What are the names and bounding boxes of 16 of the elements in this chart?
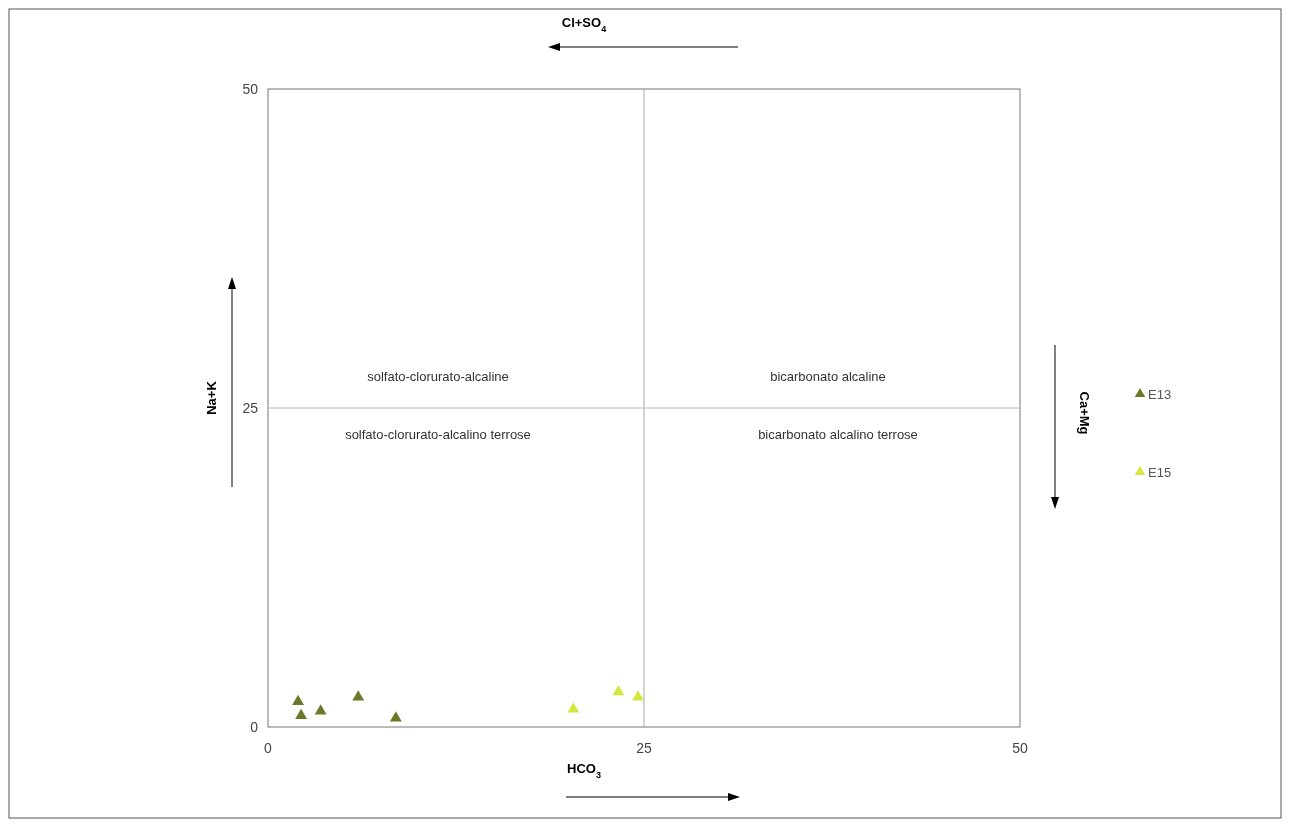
y-tick-label: 25 xyxy=(242,400,259,416)
y-tick-label: 50 xyxy=(242,81,259,97)
x-axis-title: HCO$_{3}$ xyxy=(567,761,601,780)
annotation: bicarbonato alcalino terrose xyxy=(758,427,918,442)
x-tick-label: 50 xyxy=(1012,740,1028,756)
y-axis-title: Na+K xyxy=(204,380,219,415)
annotation: bicarbonato alcaline xyxy=(770,369,886,384)
annotation: solfato-clorurato-alcalino terrose xyxy=(345,427,531,442)
x-tick-label: 25 xyxy=(636,740,652,756)
y2-axis-title: Ca+Mg xyxy=(1077,391,1092,435)
legend-label: E15 xyxy=(1148,465,1172,480)
x2-axis-title: Cl+SO$_{4}$ xyxy=(561,15,608,34)
x-tick-label: 0 xyxy=(264,740,273,756)
y-tick-label: 0 xyxy=(250,719,259,735)
annotation: solfato-clorurato-alcaline xyxy=(367,369,509,384)
legend-label: E13 xyxy=(1148,387,1172,402)
